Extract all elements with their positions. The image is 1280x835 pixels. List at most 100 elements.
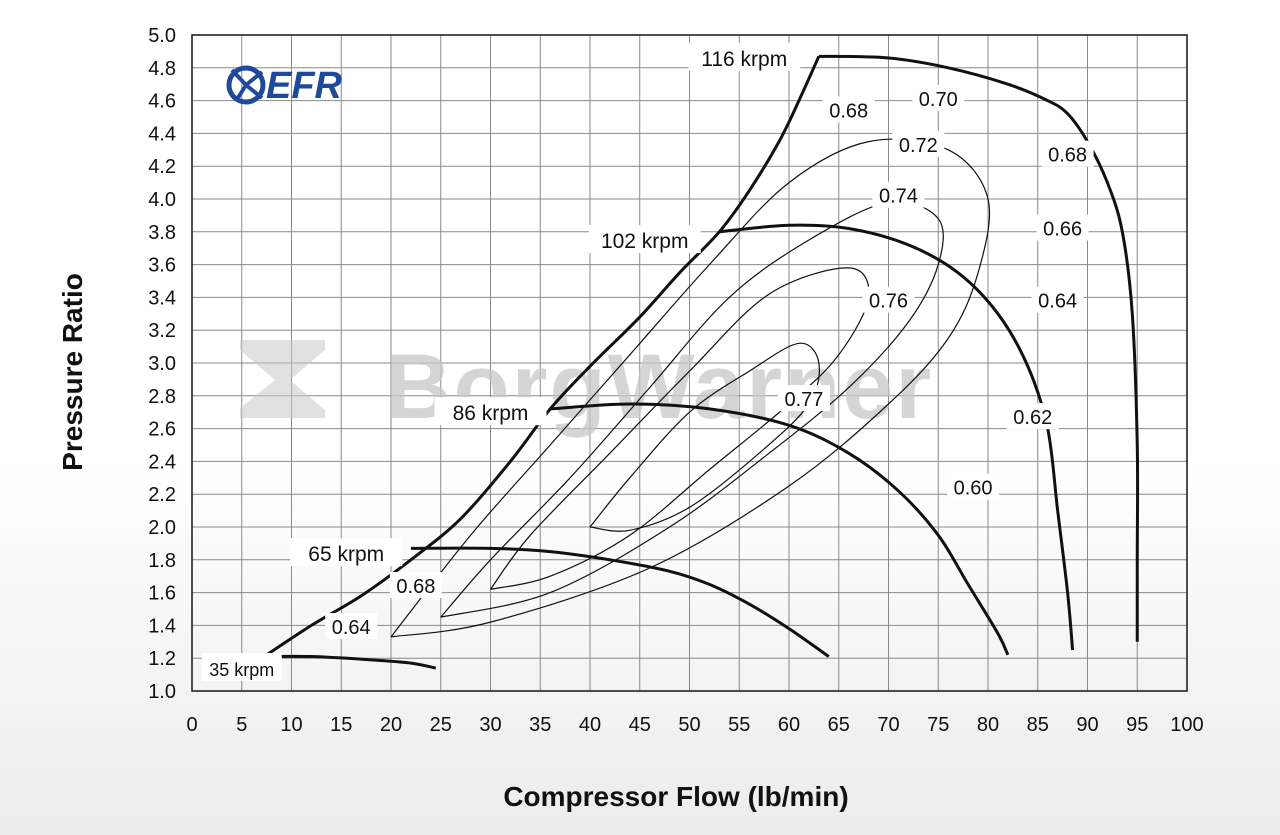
efficiency-label-bg <box>325 613 378 640</box>
speed-label-bg <box>688 42 801 71</box>
efficiency-label-bg <box>822 96 875 123</box>
efficiency-label-bg <box>1036 214 1089 241</box>
y-tick-label: 4.8 <box>148 58 176 80</box>
efficiency-label-bg <box>389 572 442 599</box>
efr-logo-text: EFR <box>266 65 343 107</box>
x-tick-label: 45 <box>629 714 651 736</box>
y-tick-label: 4.2 <box>148 156 176 178</box>
efficiency-label: 0.68 <box>829 100 868 122</box>
y-tick-label: 3.6 <box>148 255 176 277</box>
y-tick-label: 4.6 <box>148 91 176 113</box>
speed-line-35-krpm <box>261 654 437 670</box>
speed-label-bg <box>434 397 547 426</box>
surge-line <box>260 55 821 660</box>
y-tick-label: 2.0 <box>148 517 176 539</box>
efficiency-label-bg <box>912 84 965 111</box>
plot-frame <box>191 34 1188 692</box>
x-tick-label: 95 <box>1126 714 1148 736</box>
efficiency-label: 0.77 <box>784 389 823 411</box>
efficiency-label-bg <box>1041 140 1094 167</box>
efficiency-label: 0.64 <box>1038 291 1077 313</box>
surge-line-path <box>260 55 821 660</box>
turbine-icon <box>226 65 266 105</box>
y-tick-label: 2.6 <box>148 419 176 441</box>
y-tick-label: 1.2 <box>148 648 176 670</box>
x-tick-label: 0 <box>186 714 197 736</box>
grid-lines <box>192 35 1187 691</box>
speed-line-86-krpm <box>550 402 1010 656</box>
efficiency-label: 0.74 <box>879 186 918 208</box>
y-tick-label: 4.0 <box>148 189 176 211</box>
speed-label: 65 krpm <box>308 543 384 566</box>
y-tick-label: 1.0 <box>148 681 176 703</box>
x-tick-label: 30 <box>479 714 501 736</box>
y-tick-label: 1.4 <box>148 615 176 637</box>
speed-line-102-krpm <box>719 223 1075 651</box>
speed-label-bg <box>290 538 403 567</box>
x-tick-label: 20 <box>380 714 402 736</box>
efficiency-label: 0.62 <box>1013 407 1052 429</box>
efficiency-label-bg <box>947 473 1000 500</box>
efficiency-label: 0.64 <box>332 617 371 639</box>
x-tick-label: 10 <box>280 714 302 736</box>
speed-line-65-krpm <box>410 546 830 658</box>
y-tick-label: 1.8 <box>148 550 176 572</box>
efficiency-label: 0.70 <box>919 89 958 111</box>
x-tick-label: 15 <box>330 714 352 736</box>
y-tick-label: 1.6 <box>148 583 176 605</box>
efficiency-label-bg <box>892 130 945 157</box>
y-tick-label: 4.4 <box>148 123 176 145</box>
efficiency-label-bg <box>1031 286 1084 313</box>
x-tick-label: 100 <box>1170 714 1203 736</box>
x-tick-label: 35 <box>529 714 551 736</box>
x-axis-title: Compressor Flow (lb/min) <box>503 781 848 812</box>
x-tick-label: 50 <box>678 714 700 736</box>
x-tick-label: 70 <box>877 714 899 736</box>
efficiency-contour-0.72 <box>390 138 991 638</box>
y-tick-label: 2.2 <box>148 484 176 506</box>
x-tick-label: 5 <box>236 714 247 736</box>
efficiency-label-bg <box>1006 403 1059 430</box>
y-tick-label: 3.2 <box>148 320 176 342</box>
speed-label: 116 krpm <box>701 48 787 71</box>
speed-labels: 116 krpm 102 krpm 86 krpm 65 krpm 35 krpm <box>201 42 801 682</box>
x-tick-label: 75 <box>927 714 949 736</box>
efficiency-labels: 0.68 0.70 0.72 0.74 0.76 0.77 0.68 0.66 0.64 0.62… <box>325 84 1094 640</box>
efficiency-contour-0.77 <box>589 342 820 532</box>
x-tick-label: 55 <box>728 714 750 736</box>
y-tick-label: 3.4 <box>148 287 176 309</box>
y-tick-label: 3.0 <box>148 353 176 375</box>
speed-label-bg <box>201 653 282 682</box>
efr-logo: EFR <box>226 65 343 107</box>
y-tick-label: 3.8 <box>148 222 176 244</box>
efficiency-label-bg <box>777 385 830 412</box>
x-tick-label: 90 <box>1076 714 1098 736</box>
speed-label: 102 krpm <box>601 230 689 253</box>
y-tick-label: 5.0 <box>148 25 176 47</box>
speed-line-116-krpm <box>818 54 1140 642</box>
x-tick-label: 40 <box>579 714 601 736</box>
x-tick-label: 85 <box>1027 714 1049 736</box>
speed-label-bg <box>588 225 701 253</box>
efficiency-label: 0.72 <box>899 135 938 157</box>
efficiency-label-bg <box>872 181 925 208</box>
x-tick-label: 60 <box>778 714 800 736</box>
x-tick-label: 80 <box>977 714 999 736</box>
y-axis-ticks: 1.0 1.2 1.4 1.6 1.8 2.0 2.2 2.4 2.6 2.8 3.0 3.2 3.4 3… <box>148 25 176 703</box>
efficiency-label: 0.66 <box>1043 219 1082 241</box>
efficiency-label: 0.68 <box>396 576 435 598</box>
speed-lines <box>261 54 1140 670</box>
efficiency-label-bg <box>862 286 915 313</box>
borgwarner-watermark-icon <box>240 340 325 418</box>
efficiency-contour-0.74 <box>440 200 944 618</box>
y-tick-label: 2.4 <box>148 451 176 473</box>
y-axis-title: Pressure Ratio <box>57 273 88 471</box>
speed-label: 86 krpm <box>453 402 529 425</box>
x-tick-label: 65 <box>828 714 850 736</box>
x-axis-ticks: 0 5 10 15 20 25 30 35 40 45 50 55 60 65 70 75 80 85 90 95 10… <box>186 714 1203 736</box>
speed-label: 35 krpm <box>209 660 274 680</box>
efficiency-label: 0.60 <box>954 478 993 500</box>
efficiency-label: 0.68 <box>1048 145 1087 167</box>
x-tick-label: 25 <box>430 714 452 736</box>
